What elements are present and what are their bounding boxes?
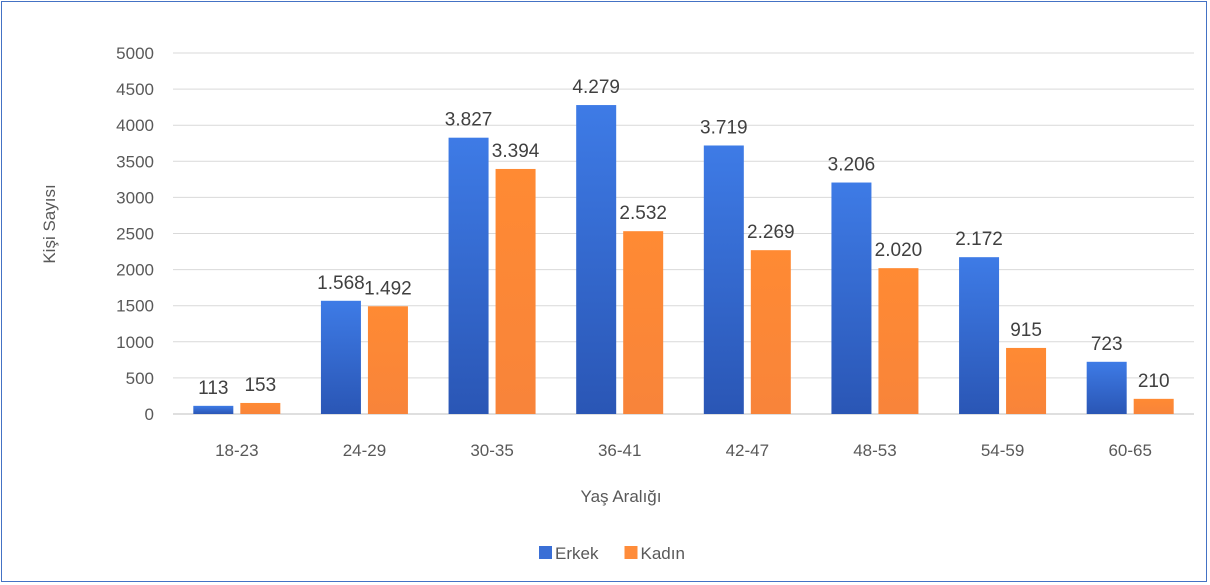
data-label: 113: [198, 378, 228, 399]
y-tick-label: 3000: [116, 188, 154, 207]
data-label: 2.269: [747, 222, 795, 243]
legend-label: Erkek: [555, 544, 599, 563]
data-label: 723: [1091, 334, 1123, 355]
y-tick-label: 1500: [116, 297, 154, 316]
legend-swatch-erkek: [539, 546, 552, 559]
x-axis-title: Yaş Aralığı: [581, 487, 662, 506]
data-label: 210: [1138, 371, 1170, 392]
data-label: 1.568: [317, 273, 365, 294]
x-tick-label: 60-65: [1108, 441, 1151, 460]
y-axis-ticks: 0 500 1000 1500 2000 2500 3000 3500 4000 4500 5000: [116, 44, 154, 424]
legend: Erkek Kadın: [539, 544, 685, 563]
bar-erkek-18-23: [193, 405, 234, 414]
bar-erkek-24-29: [320, 300, 361, 414]
x-tick-label: 42-47: [726, 441, 769, 460]
x-tick-label: 18-23: [215, 441, 258, 460]
y-tick-label: 4000: [116, 116, 154, 135]
y-tick-label: 3500: [116, 152, 154, 171]
data-label: 2.020: [875, 240, 923, 261]
bar-erkek-42-47: [703, 145, 744, 414]
data-label: 2.532: [619, 203, 667, 224]
bar-erkek-30-35: [448, 137, 489, 414]
y-axis-title: Kişi Sayısı: [40, 184, 59, 263]
data-label: 915: [1010, 320, 1042, 341]
data-label: 4.279: [572, 77, 620, 98]
bar-kadın-48-53: [878, 268, 919, 414]
data-labels: 113 153 1.568 1.492 3.827 3.394 4.279 2.532 3.71…: [198, 77, 1169, 399]
data-label: 3.394: [492, 141, 540, 162]
bar-kadın-18-23: [240, 402, 281, 414]
x-tick-label: 36-41: [598, 441, 641, 460]
data-label: 2.172: [955, 229, 1003, 250]
bar-kadın-54-59: [1006, 347, 1047, 414]
bar-kadın-36-41: [623, 231, 664, 414]
bar-kadın-60-65: [1133, 398, 1174, 414]
data-label: 153: [244, 375, 276, 396]
legend-swatch-kadın: [624, 546, 638, 559]
y-tick-label: 2000: [116, 261, 154, 280]
data-label: 3.827: [445, 110, 493, 131]
y-tick-label: 5000: [116, 44, 154, 63]
data-label: 3.719: [700, 117, 748, 138]
bars: [193, 105, 1174, 414]
y-tick-label: 500: [126, 369, 154, 388]
y-tick-label: 4500: [116, 80, 154, 99]
x-tick-label: 24-29: [343, 441, 386, 460]
y-tick-label: 1000: [116, 333, 154, 352]
bar-kadın-30-35: [495, 168, 536, 414]
data-label: 1.492: [364, 278, 412, 299]
x-tick-label: 54-59: [981, 441, 1024, 460]
legend-label: Kadın: [641, 544, 685, 563]
bar-erkek-36-41: [576, 105, 617, 414]
bar-erkek-60-65: [1086, 361, 1127, 414]
x-tick-label: 30-35: [470, 441, 513, 460]
bar-kadın-42-47: [750, 250, 791, 414]
data-label: 3.206: [828, 155, 876, 176]
x-axis-ticks: 18-23 24-29 30-35 36-41 42-47 48-53 54-59 60-65: [215, 441, 1152, 460]
bar-erkek-48-53: [831, 182, 872, 414]
y-tick-label: 0: [145, 405, 154, 424]
bar-kadın-24-29: [367, 306, 408, 414]
bar-erkek-54-59: [959, 257, 1000, 414]
y-tick-label: 2500: [116, 225, 154, 244]
x-tick-label: 48-53: [853, 441, 896, 460]
